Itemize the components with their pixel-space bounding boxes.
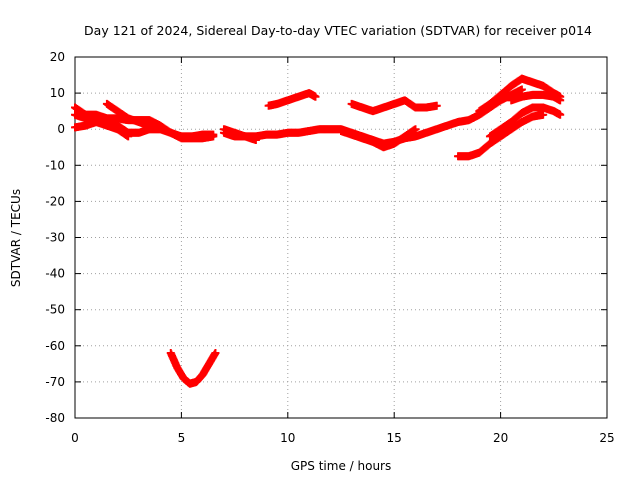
data-point — [123, 131, 132, 140]
x-tick-labels: 0 5 10 15 20 25 — [71, 431, 614, 445]
x-axis-label: GPS time / hours — [291, 459, 392, 473]
data-point — [555, 95, 564, 104]
series-arc-14 — [454, 110, 548, 161]
x-tick-label: 25 — [599, 431, 614, 445]
series-arc-9 — [264, 89, 320, 110]
y-tick-label: -10 — [45, 158, 65, 172]
series-arc-13 — [485, 103, 565, 141]
data-point — [555, 110, 564, 119]
x-tick-label: 5 — [178, 431, 186, 445]
series-arc-10 — [347, 96, 441, 116]
series-arc-5 — [166, 349, 220, 388]
y-tick-label: -60 — [45, 339, 65, 353]
series-arc-12 — [507, 90, 565, 105]
data-point — [410, 125, 419, 134]
y-tick-labels: 20 10 0 -10 -20 -30 -40 -50 -60 -70 -80 — [45, 50, 65, 425]
series-arc-8 — [337, 125, 420, 152]
y-tick-label: -30 — [45, 231, 65, 245]
data-points — [71, 74, 565, 388]
data-point — [250, 135, 259, 144]
y-tick-label: -80 — [45, 411, 65, 425]
data-point — [310, 92, 319, 101]
x-tick-label: 10 — [280, 431, 295, 445]
data-point — [431, 101, 440, 110]
data-point — [538, 110, 547, 119]
x-tick-label: 15 — [387, 431, 402, 445]
data-point — [516, 86, 525, 95]
y-axis-label: SDTVAR / TECUs — [9, 189, 23, 287]
x-tick-label: 20 — [493, 431, 508, 445]
y-tick-label: -20 — [45, 194, 65, 208]
y-tick-label: -40 — [45, 267, 65, 281]
data-point — [144, 121, 153, 130]
y-tick-label: -70 — [45, 375, 65, 389]
y-tick-label: 20 — [50, 50, 65, 64]
x-tick-label: 0 — [71, 431, 79, 445]
series-arc-3 — [71, 117, 133, 141]
chart-title: Day 121 of 2024, Sidereal Day-to-day VTE… — [84, 23, 592, 38]
y-tick-label: 0 — [57, 122, 65, 136]
y-tick-label: -50 — [45, 303, 65, 317]
series-arc-7 — [219, 125, 260, 145]
series-arc-4 — [102, 99, 154, 130]
y-tick-label: 10 — [50, 86, 65, 100]
data-point — [208, 132, 217, 141]
data-point — [210, 350, 219, 359]
